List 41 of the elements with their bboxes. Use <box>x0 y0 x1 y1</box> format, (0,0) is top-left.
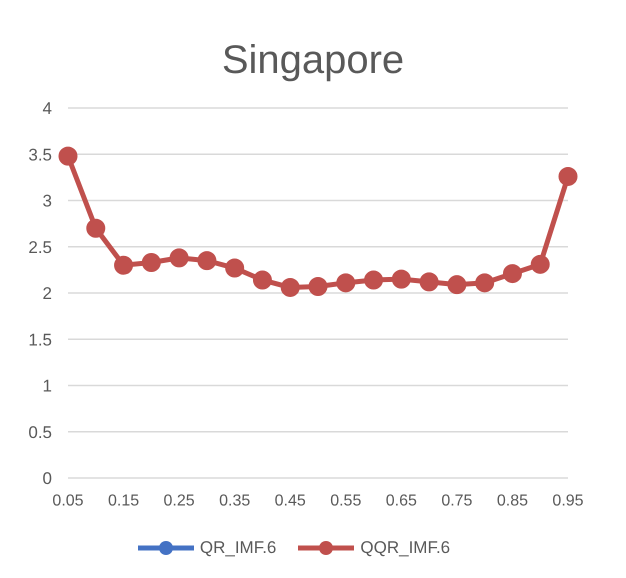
point <box>392 270 411 289</box>
x-tick-label: 0.15 <box>108 492 140 510</box>
y-tick-label: 1.5 <box>28 330 52 350</box>
point <box>447 275 466 294</box>
point <box>420 272 439 292</box>
y-tick-label: 4 <box>42 99 52 118</box>
y-tick-label: 3 <box>42 192 52 211</box>
y-tick-label: 2 <box>42 284 52 304</box>
point <box>364 270 384 290</box>
point <box>142 252 161 272</box>
point <box>252 270 272 290</box>
point <box>308 277 328 296</box>
legend-label: QR_IMF.6 <box>198 538 276 558</box>
point <box>280 278 300 297</box>
point <box>225 258 244 278</box>
chart-title: Singapore <box>220 37 406 84</box>
x-tick-label: 0.35 <box>219 492 250 510</box>
point <box>86 218 106 238</box>
point <box>502 264 522 284</box>
x-tick-label: 0.95 <box>552 492 584 510</box>
point <box>336 273 356 292</box>
y-tick-label: 0 <box>42 469 52 488</box>
x-tick-label: 0.65 <box>386 492 418 510</box>
y-tick-label: 0.5 <box>28 422 52 442</box>
point <box>114 256 134 275</box>
legend-label: QQR_IMF.6 <box>359 538 450 558</box>
point <box>170 248 189 268</box>
x-tick-label: 0.75 <box>441 492 473 510</box>
x-tick-label: 0.45 <box>274 492 306 510</box>
y-tick-label: 1 <box>42 376 52 396</box>
point <box>58 146 78 166</box>
point <box>197 251 216 270</box>
x-tick-label: 0.85 <box>496 492 528 510</box>
y-tick-label: 3.5 <box>28 145 52 164</box>
y-tick-label: 2.5 <box>28 238 52 257</box>
x-tick-label: 0.25 <box>164 492 195 510</box>
point <box>558 166 578 186</box>
x-tick-label: 0.55 <box>330 492 362 510</box>
x-tick-label: 0.05 <box>52 492 84 510</box>
point <box>475 273 494 292</box>
point <box>530 254 550 274</box>
